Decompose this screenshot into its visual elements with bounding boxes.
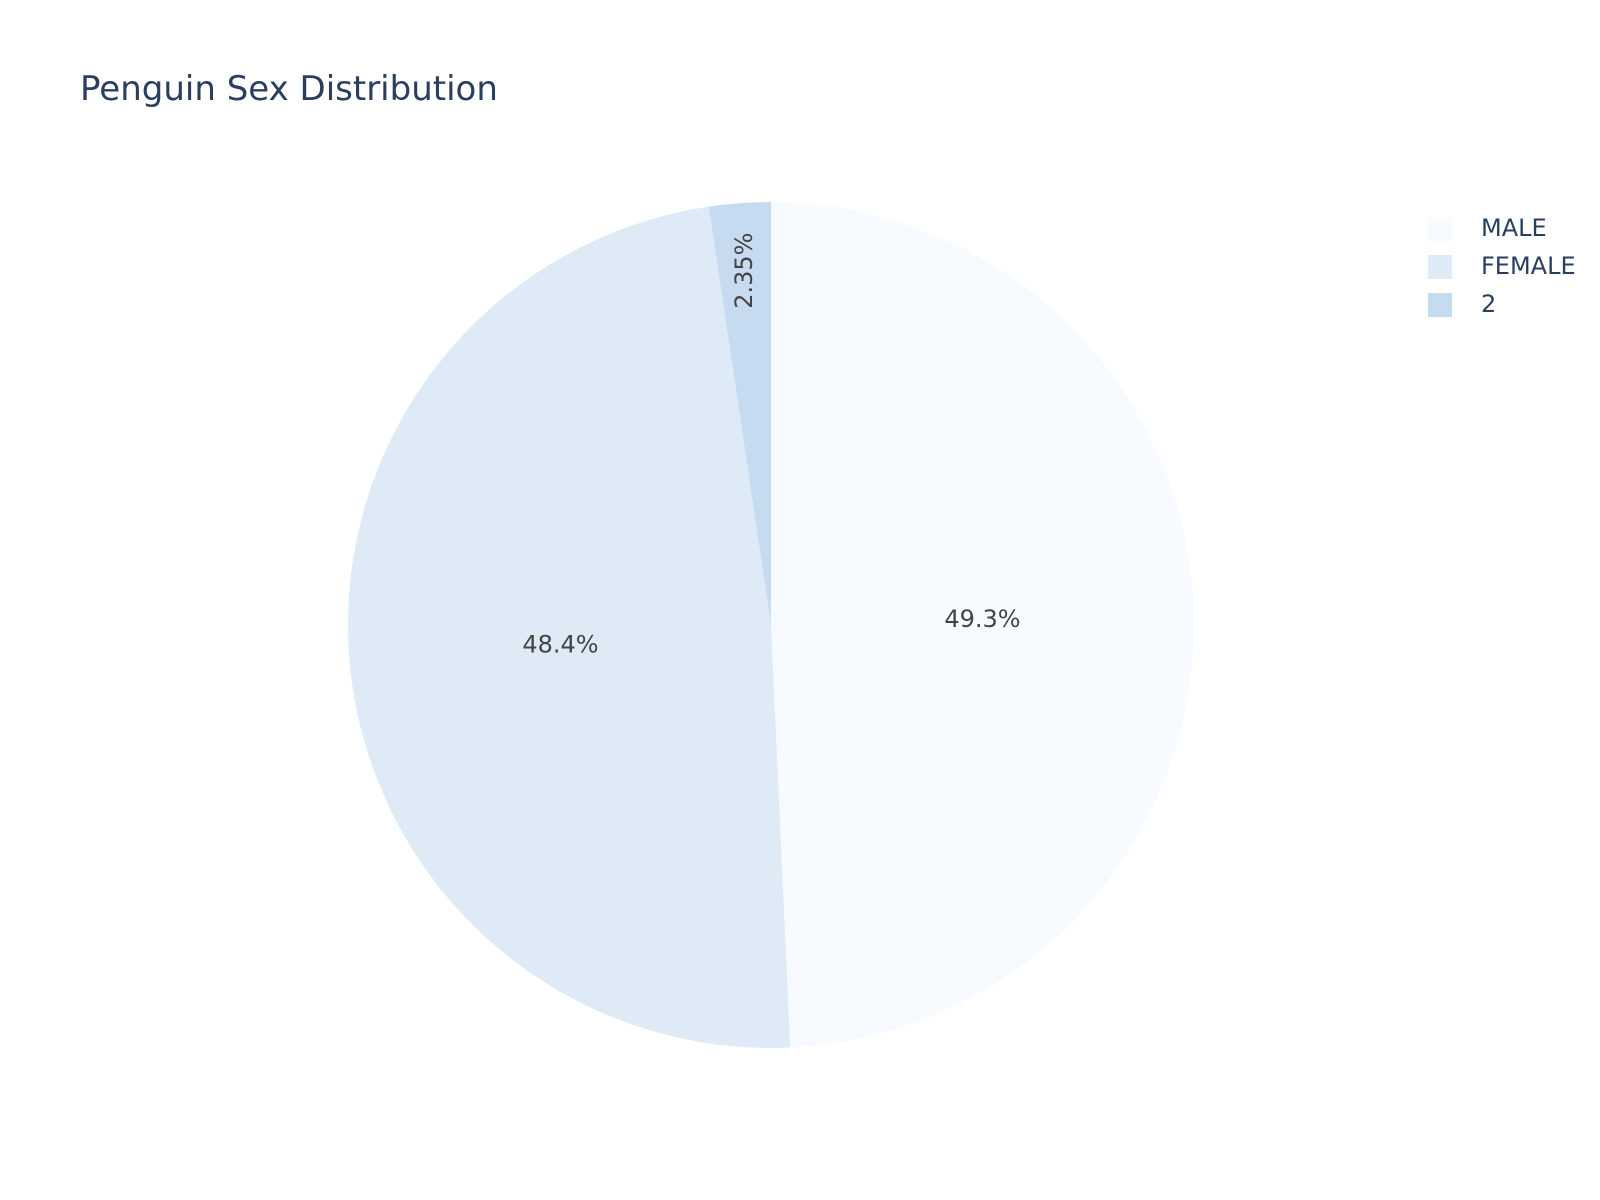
pie-slices xyxy=(347,202,1195,1049)
legend-label-male: MALE xyxy=(1481,214,1547,242)
chart-title: Penguin Sex Distribution xyxy=(80,69,498,109)
pie-slice-female[interactable] xyxy=(347,206,791,1049)
slice-label-2: 2.35% xyxy=(730,233,758,309)
legend-item-female[interactable]: FEMALE xyxy=(1428,252,1576,280)
legend-swatch-male xyxy=(1428,217,1452,241)
slice-label-female: 48.4% xyxy=(522,630,598,658)
pie-slice-labels: 49.3% 48.4% 2.35% xyxy=(522,233,1020,659)
legend-item-2[interactable]: 2 xyxy=(1428,290,1496,318)
legend-item-male[interactable]: MALE xyxy=(1428,214,1547,242)
legend-swatch-2 xyxy=(1428,293,1452,317)
legend-label-2: 2 xyxy=(1481,290,1496,318)
slice-label-male: 49.3% xyxy=(944,605,1020,633)
legend-swatch-female xyxy=(1428,255,1452,279)
pie-slice-2[interactable] xyxy=(708,202,771,625)
legend[interactable]: MALE FEMALE 2 xyxy=(1428,214,1576,318)
pie-slice-male[interactable] xyxy=(771,202,1195,1048)
legend-label-female: FEMALE xyxy=(1481,252,1576,280)
